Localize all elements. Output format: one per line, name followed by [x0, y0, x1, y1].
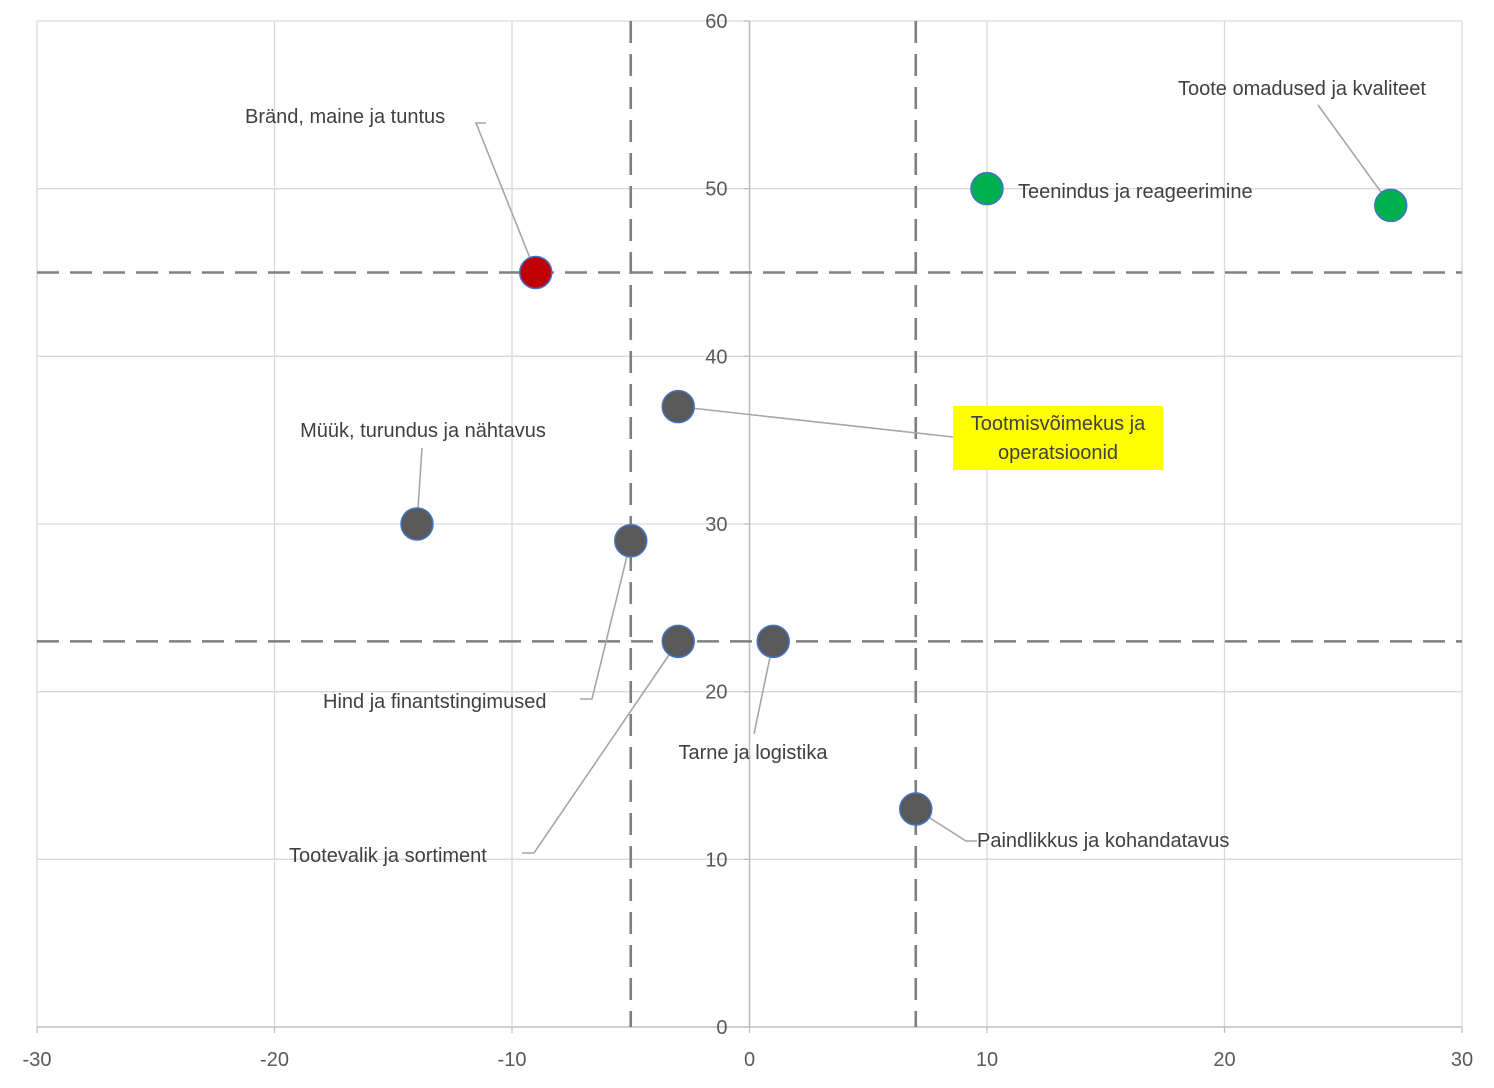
- tick-labels: -30 -20 -10 0 10 20 30 0 10 20 30 40 50 60: [23, 11, 1474, 1071]
- data-label: Tootevalik ja sortiment: [289, 845, 487, 867]
- data-label: Teenindus ja reageerimine: [1018, 181, 1253, 203]
- x-tick-label: 10: [976, 1049, 998, 1071]
- y-tick-label: 60: [705, 11, 727, 33]
- y-tick-label: 0: [716, 1017, 727, 1039]
- y-tick-label: 20: [705, 682, 727, 704]
- data-point: [614, 524, 648, 558]
- leader-line: [522, 640, 679, 854]
- axes: [36, 20, 1463, 1033]
- x-tick-label: 20: [1213, 1049, 1235, 1071]
- data-label-line: Tootmisvõimekus ja: [971, 413, 1146, 435]
- data-point: [661, 389, 695, 424]
- leader-line: [1317, 104, 1392, 206]
- data-label: Hind ja finantstingimused: [323, 691, 546, 713]
- y-tick-label: 50: [705, 179, 727, 201]
- data-point: [970, 171, 1004, 206]
- leader-line: [915, 808, 977, 842]
- data-label: Toote omadused ja kvaliteet: [1178, 78, 1426, 100]
- data-points: [400, 171, 1408, 826]
- x-tick-label: -10: [498, 1049, 527, 1071]
- x-tick-label: 0: [744, 1049, 755, 1071]
- leader-line: [678, 405, 954, 438]
- data-point: [400, 507, 434, 541]
- data-label: Tarne ja logistika: [679, 742, 829, 764]
- x-tick-label: 30: [1451, 1049, 1473, 1071]
- y-tick-label: 10: [705, 849, 727, 871]
- leader-lines: [416, 104, 1392, 854]
- data-label: Paindlikkus ja kohandatavus: [977, 830, 1229, 852]
- data-point: [661, 624, 695, 659]
- y-tick-label: 40: [705, 346, 727, 368]
- data-point: [756, 624, 790, 659]
- data-label-line: operatsioonid: [998, 442, 1118, 464]
- reference-lines: [37, 21, 1462, 1027]
- data-label: Bränd, maine ja tuntus: [245, 106, 445, 128]
- x-tick-label: -20: [260, 1049, 289, 1071]
- data-point: [519, 255, 553, 290]
- data-label: Müük, turundus ja nähtavus: [300, 420, 546, 442]
- data-point: [1374, 188, 1408, 223]
- leader-line: [580, 540, 632, 700]
- data-label: Tootmisvõimekus ja operatsioonid: [971, 413, 1146, 464]
- y-tick-label: 30: [705, 514, 727, 536]
- leader-line: [474, 122, 537, 273]
- data-labels: Bränd, maine ja tuntus Teenindus ja reage…: [245, 78, 1426, 867]
- data-point: [899, 792, 933, 826]
- x-tick-label: -30: [23, 1049, 52, 1071]
- label-highlight-box: [953, 406, 1163, 470]
